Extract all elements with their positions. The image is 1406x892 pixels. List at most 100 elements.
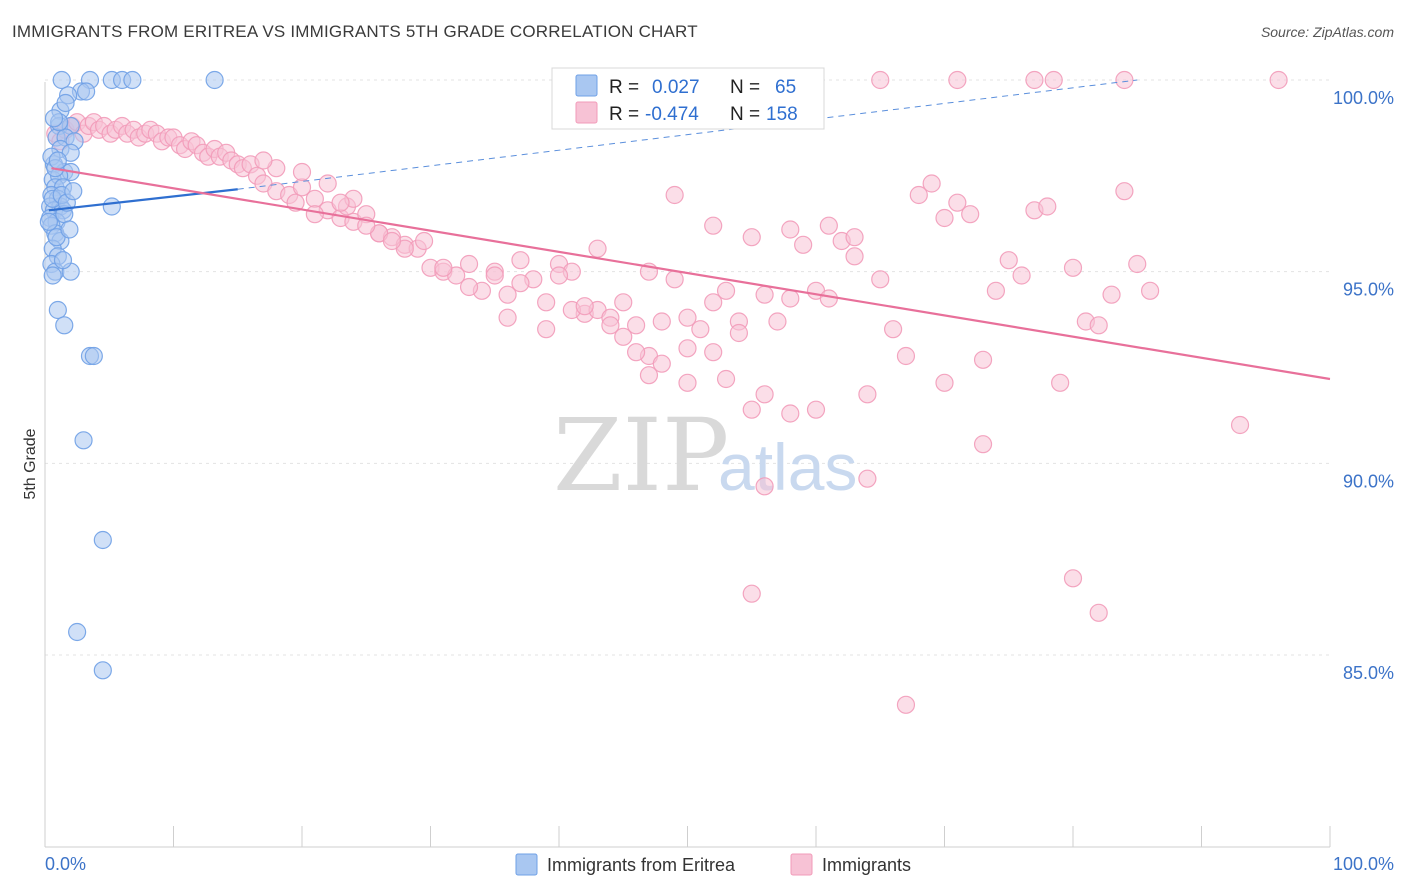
data-point xyxy=(44,109,64,128)
data-point xyxy=(742,584,761,603)
watermark-zip: ZIP xyxy=(553,397,729,514)
data-point xyxy=(691,320,710,339)
trendline-immigrants xyxy=(51,167,1331,381)
data-point xyxy=(575,297,594,316)
data-point xyxy=(318,174,337,193)
data-point xyxy=(1230,415,1250,435)
y-tick-label: 100.0% xyxy=(1333,88,1394,108)
data-point xyxy=(52,70,71,90)
data-point xyxy=(845,228,864,247)
data-point xyxy=(781,289,800,308)
data-point xyxy=(716,369,736,389)
data-point xyxy=(794,235,813,254)
data-point xyxy=(755,477,774,496)
data-point xyxy=(871,70,890,90)
data-point xyxy=(704,293,723,312)
data-point xyxy=(1063,569,1083,588)
data-point xyxy=(68,622,87,642)
data-point xyxy=(652,312,671,331)
data-point xyxy=(485,266,504,285)
data-point xyxy=(549,266,569,285)
data-point xyxy=(254,151,273,170)
data-point xyxy=(922,174,941,193)
data-point xyxy=(1063,258,1083,277)
data-point xyxy=(819,216,838,235)
data-point xyxy=(39,212,58,231)
data-point xyxy=(48,300,67,320)
x-tick-label: 100.0% xyxy=(1333,854,1394,874)
data-point xyxy=(819,289,838,308)
data-point xyxy=(434,258,453,277)
data-point xyxy=(1012,266,1031,285)
legend-label-eritrea: Immigrants from Eritrea xyxy=(547,855,736,875)
data-point xyxy=(1115,70,1134,90)
data-point xyxy=(768,312,787,331)
data-point xyxy=(1115,182,1134,201)
data-point xyxy=(999,251,1018,270)
data-point xyxy=(935,208,954,228)
data-point xyxy=(626,343,646,362)
data-point xyxy=(48,151,67,170)
stats-n-label-pink: N = xyxy=(730,104,760,125)
data-point xyxy=(742,228,761,247)
data-point xyxy=(652,354,671,373)
data-point xyxy=(755,385,774,404)
data-point xyxy=(1269,70,1288,90)
series-immigrants-points xyxy=(46,70,1288,714)
data-point xyxy=(601,316,620,335)
stats-n-label-blue: N = xyxy=(730,77,760,98)
data-point xyxy=(414,231,434,251)
data-point xyxy=(896,346,916,366)
data-point xyxy=(742,400,761,419)
data-point xyxy=(205,70,224,90)
y-tick-label: 85.0% xyxy=(1343,663,1394,683)
data-point xyxy=(961,205,980,224)
data-point xyxy=(755,285,774,304)
x-tick-labels: 0.0% 100.0% xyxy=(45,854,1394,874)
data-point xyxy=(498,308,517,327)
stats-n-value-blue: 65 xyxy=(775,77,796,98)
data-point xyxy=(948,193,967,212)
data-point xyxy=(986,281,1006,300)
watermark: ZIP atlas xyxy=(553,397,857,514)
legend-swatch-eritrea xyxy=(515,853,538,876)
data-point xyxy=(56,93,75,113)
data-point xyxy=(588,239,607,258)
data-point xyxy=(55,316,74,335)
data-point xyxy=(331,193,350,212)
data-point xyxy=(626,316,646,335)
stats-swatch-blue xyxy=(575,74,598,97)
data-point xyxy=(77,82,96,101)
stats-box: R = 0.027 N = 65 R = -0.474 N = 158 xyxy=(551,67,825,130)
data-point xyxy=(883,320,903,339)
y-tick-labels: 85.0% 90.0% 95.0% 100.0% xyxy=(1333,88,1394,683)
stats-r-value-pink: -0.474 xyxy=(645,104,699,125)
data-point xyxy=(102,197,121,216)
data-point xyxy=(729,323,749,343)
data-point xyxy=(93,661,112,680)
data-point xyxy=(781,220,800,239)
chart-title: IMMIGRANTS FROM ERITREA VS IMMIGRANTS 5T… xyxy=(12,22,698,41)
data-point xyxy=(498,285,517,304)
data-point xyxy=(845,247,864,266)
data-point xyxy=(459,254,479,274)
source-attribution: Source: ZipAtlas.com xyxy=(1260,24,1394,40)
data-point xyxy=(382,231,402,251)
data-point xyxy=(292,162,312,182)
watermark-atlas: atlas xyxy=(718,430,857,504)
data-point xyxy=(665,270,684,289)
stats-swatch-pink xyxy=(575,101,598,124)
y-axis-title: 5th Grade xyxy=(22,428,39,499)
data-point xyxy=(305,205,324,224)
data-point xyxy=(973,350,993,369)
stats-n-value-pink: 158 xyxy=(766,104,798,125)
data-point xyxy=(1089,316,1108,335)
data-point xyxy=(858,469,877,488)
data-point xyxy=(74,431,93,450)
data-point xyxy=(93,530,112,550)
data-point xyxy=(858,385,877,404)
data-point xyxy=(84,346,103,366)
data-point xyxy=(64,182,83,201)
data-point xyxy=(678,308,697,327)
trendlines xyxy=(48,79,1331,381)
